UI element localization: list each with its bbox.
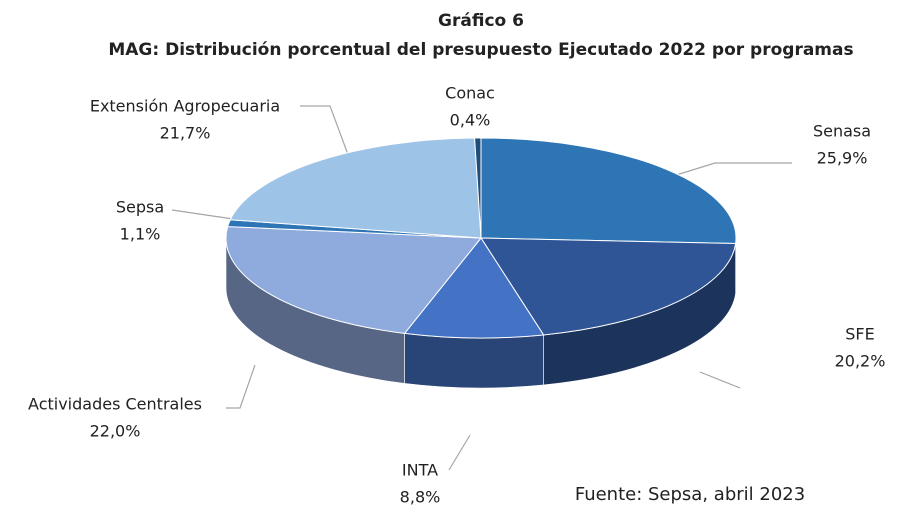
slice — [229, 137, 482, 239]
slice-label: Senasa — [813, 122, 871, 141]
slice-value-label: 8,8% — [400, 488, 441, 507]
leader-line — [226, 364, 256, 409]
slice-top — [229, 137, 482, 239]
slice-value-label: 0,4% — [450, 111, 491, 130]
slice-side — [404, 333, 544, 389]
leader-line — [448, 434, 471, 471]
slice-label: Conac — [445, 84, 495, 103]
slice-label: SFE — [845, 325, 874, 344]
slice-value-label: 21,7% — [160, 124, 211, 143]
slice-label: Actividades Centrales — [28, 395, 202, 414]
slice-value-label: 20,2% — [835, 352, 886, 371]
slice-top — [480, 137, 737, 244]
slice-value-label: 25,9% — [817, 149, 868, 168]
slice-label: Extensión Agropecuaria — [90, 97, 280, 116]
leader-line — [699, 371, 741, 389]
slice-label: Sepsa — [116, 198, 164, 217]
slice-top — [225, 226, 483, 334]
slice — [225, 226, 483, 384]
leader-line — [171, 209, 241, 221]
slice-label: INTA — [402, 461, 438, 480]
leader-line — [300, 105, 351, 161]
slice — [474, 137, 482, 239]
chart-title: Gráfico 6 — [438, 11, 524, 31]
slice-top — [480, 237, 737, 336]
slice — [403, 237, 545, 389]
slice-value-label: 1,1% — [120, 225, 161, 244]
chart-subtitle: MAG: Distribución porcentual del presupu… — [108, 40, 853, 60]
slice-top — [403, 237, 545, 339]
slice-top — [474, 137, 482, 239]
slice-value-label: 22,0% — [90, 422, 141, 441]
source-note: Fuente: Sepsa, abril 2023 — [575, 484, 805, 505]
